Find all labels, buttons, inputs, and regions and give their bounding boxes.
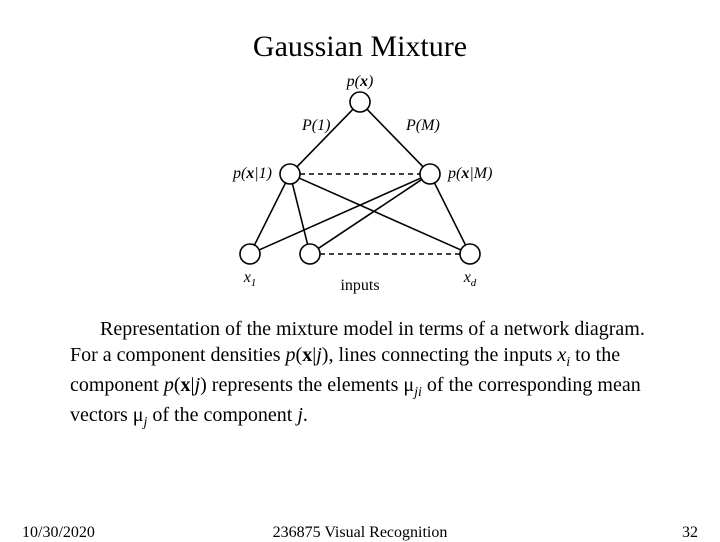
label-x1: x1 xyxy=(243,269,257,289)
caption-close2: ) xyxy=(200,374,207,396)
node-mid_l xyxy=(280,164,300,184)
label-PM: P(M) xyxy=(405,117,440,134)
edge-mid_l-bot_2 xyxy=(292,184,307,245)
caption: Representation of the mixture model in t… xyxy=(0,304,720,433)
edge-mid_r-bot_2 xyxy=(318,180,421,249)
footer-course: 236875 Visual Recognition xyxy=(0,524,720,542)
caption-x2: x xyxy=(181,374,191,396)
label-top: p(x) xyxy=(346,74,374,90)
caption-x1: x xyxy=(302,344,312,366)
caption-lastdot: . xyxy=(303,404,308,426)
caption-t2: lines connecting the inputs xyxy=(333,344,557,366)
caption-close1: ), xyxy=(322,344,334,366)
caption-xi-x: x xyxy=(557,344,566,366)
caption-mu2: μ xyxy=(133,404,144,426)
node-bot_2 xyxy=(300,244,320,264)
node-mid_r xyxy=(420,164,440,184)
node-bot_d xyxy=(460,244,480,264)
page-title: Gaussian Mixture xyxy=(0,0,720,74)
label-pxM: p(x|M) xyxy=(447,165,492,182)
label-xd: xd xyxy=(463,269,477,289)
caption-open2: ( xyxy=(174,374,181,396)
footer-page: 32 xyxy=(682,524,698,542)
diagram-container: p(x) P(1) P(M) p(x|1) p(x|M) x1 xd inputs xyxy=(0,74,720,304)
label-inputs: inputs xyxy=(340,277,379,294)
label-P1: P(1) xyxy=(301,117,330,134)
edge-mid_l-bot_1 xyxy=(254,183,285,245)
caption-p2: p xyxy=(164,374,174,396)
caption-t6: of the component xyxy=(147,404,297,426)
network-diagram: p(x) P(1) P(M) p(x|1) p(x|M) x1 xd inputs xyxy=(180,74,540,304)
label-px1: p(x|1) xyxy=(232,165,272,182)
caption-mu1: μ xyxy=(403,374,414,396)
caption-mu1-sub: ji xyxy=(414,385,422,400)
caption-t4: represents the elements xyxy=(207,374,404,396)
edge-mid_r-bot_d xyxy=(434,183,465,245)
node-top xyxy=(350,92,370,112)
node-bot_1 xyxy=(240,244,260,264)
caption-p1: p xyxy=(286,344,296,366)
